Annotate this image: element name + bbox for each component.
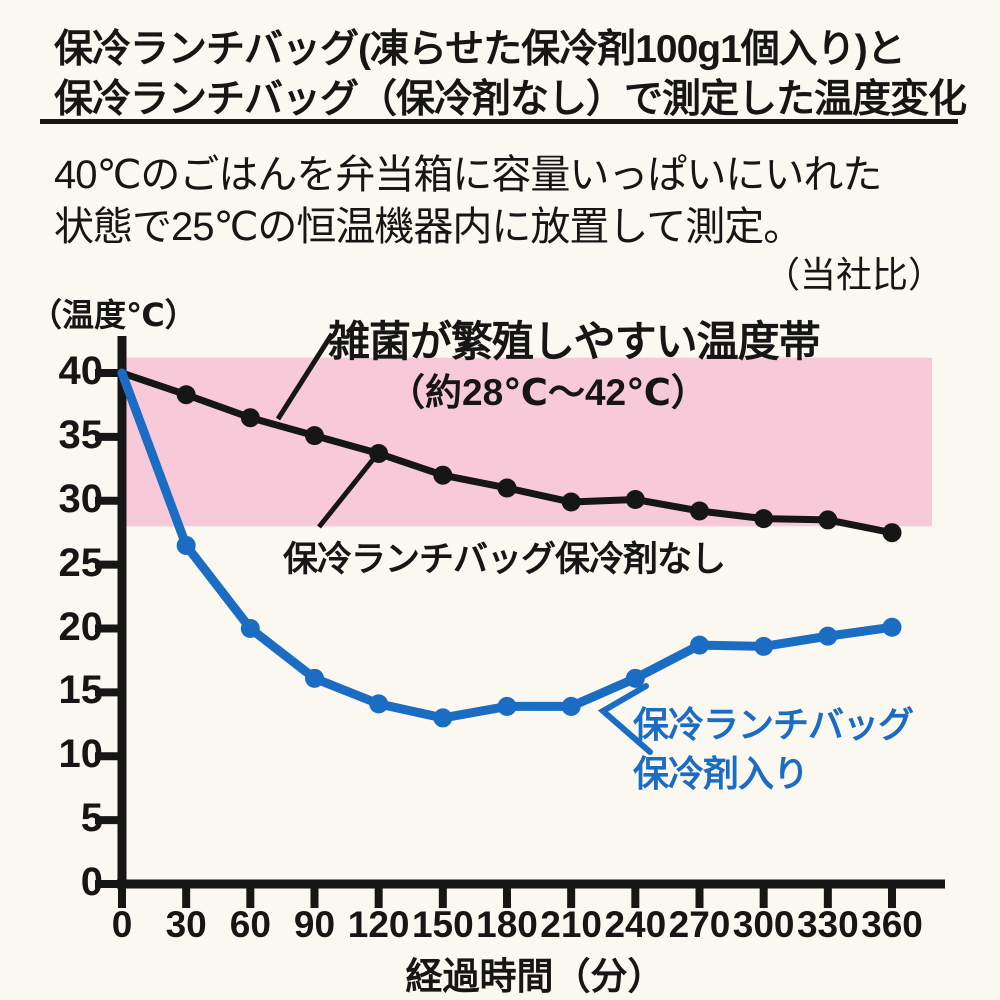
title-divider — [40, 119, 958, 124]
x-tick-label: 330 — [796, 904, 859, 945]
y-tick-label: 10 — [58, 732, 104, 777]
data-point — [240, 408, 260, 428]
data-point — [625, 489, 645, 509]
data-point — [240, 619, 260, 638]
data-point — [433, 708, 453, 728]
series-label-with-icepack-line1: 保冷ランチバッグ — [633, 704, 914, 745]
data-point — [882, 617, 902, 637]
data-point — [369, 694, 389, 714]
x-tick-label: 240 — [604, 904, 667, 945]
page-title-line2: 保冷ランチバッグ（保冷剤なし）で測定した温度変化 — [54, 78, 967, 121]
data-point — [497, 696, 517, 716]
y-tick-label: 35 — [58, 412, 104, 457]
data-point — [818, 510, 838, 530]
y-tick-label: 25 — [58, 540, 104, 585]
y-tick-label: 40 — [58, 349, 104, 393]
data-point — [754, 636, 774, 656]
y-axis-unit-label: （温度℃） — [30, 297, 197, 333]
data-point — [690, 635, 709, 655]
y-tick-label: 5 — [80, 796, 103, 841]
data-point — [625, 668, 645, 688]
x-tick-label: 270 — [668, 904, 731, 945]
no-icepack-label-leader-line — [317, 450, 381, 529]
with-icepack-label-leader-line — [597, 683, 653, 755]
data-point — [497, 478, 517, 498]
series-label-with-icepack-line2: 保冷剤入り — [633, 753, 809, 794]
description-line2: 状態で25℃の恒温機器内に放置して測定。 — [54, 205, 803, 249]
x-tick-label: 0 — [111, 904, 133, 945]
page-title-line1: 保冷ランチバッグ(凍らせた保冷剤100g1個入り)と — [54, 28, 906, 71]
data-point — [305, 668, 324, 688]
x-tick-label: 120 — [347, 904, 410, 945]
series-label-no-icepack: 保冷ランチバッグ保冷剤なし — [283, 540, 726, 579]
data-point — [369, 443, 389, 463]
data-point — [882, 523, 902, 543]
x-tick-label: 90 — [293, 904, 336, 945]
data-point — [433, 465, 453, 485]
x-tick-label: 60 — [229, 904, 271, 945]
data-point — [561, 492, 581, 512]
x-tick-label: 150 — [411, 904, 474, 945]
y-tick-label: 20 — [58, 604, 104, 649]
danger-zone-label: 雑菌が繁殖しやすい温度帯 — [328, 318, 821, 365]
danger-zone-band — [126, 357, 932, 527]
y-tick-label: 0 — [80, 860, 103, 904]
y-tick-label: 30 — [58, 476, 104, 521]
data-point — [561, 696, 581, 716]
data-point — [690, 501, 709, 521]
description-line1: 40℃のごはんを弁当箱に容量いっぱいにいれた — [54, 153, 882, 197]
data-point — [176, 535, 196, 555]
data-point — [176, 385, 196, 405]
data-point — [754, 509, 774, 529]
y-tick-label: 15 — [58, 668, 104, 713]
x-tick-label: 300 — [732, 904, 795, 945]
data-point — [818, 626, 838, 646]
danger-zone-leader-line — [275, 332, 335, 421]
x-axis-title: 経過時間（分） — [405, 956, 665, 997]
x-tick-label: 210 — [540, 904, 603, 945]
x-tick-label: 360 — [861, 904, 923, 945]
x-tick-label: 180 — [476, 904, 538, 945]
danger-zone-range-label: （約28℃～42℃） — [388, 372, 708, 413]
comparison-note: （当社比） — [763, 254, 944, 295]
x-tick-label: 30 — [165, 904, 207, 945]
data-point — [305, 426, 324, 446]
